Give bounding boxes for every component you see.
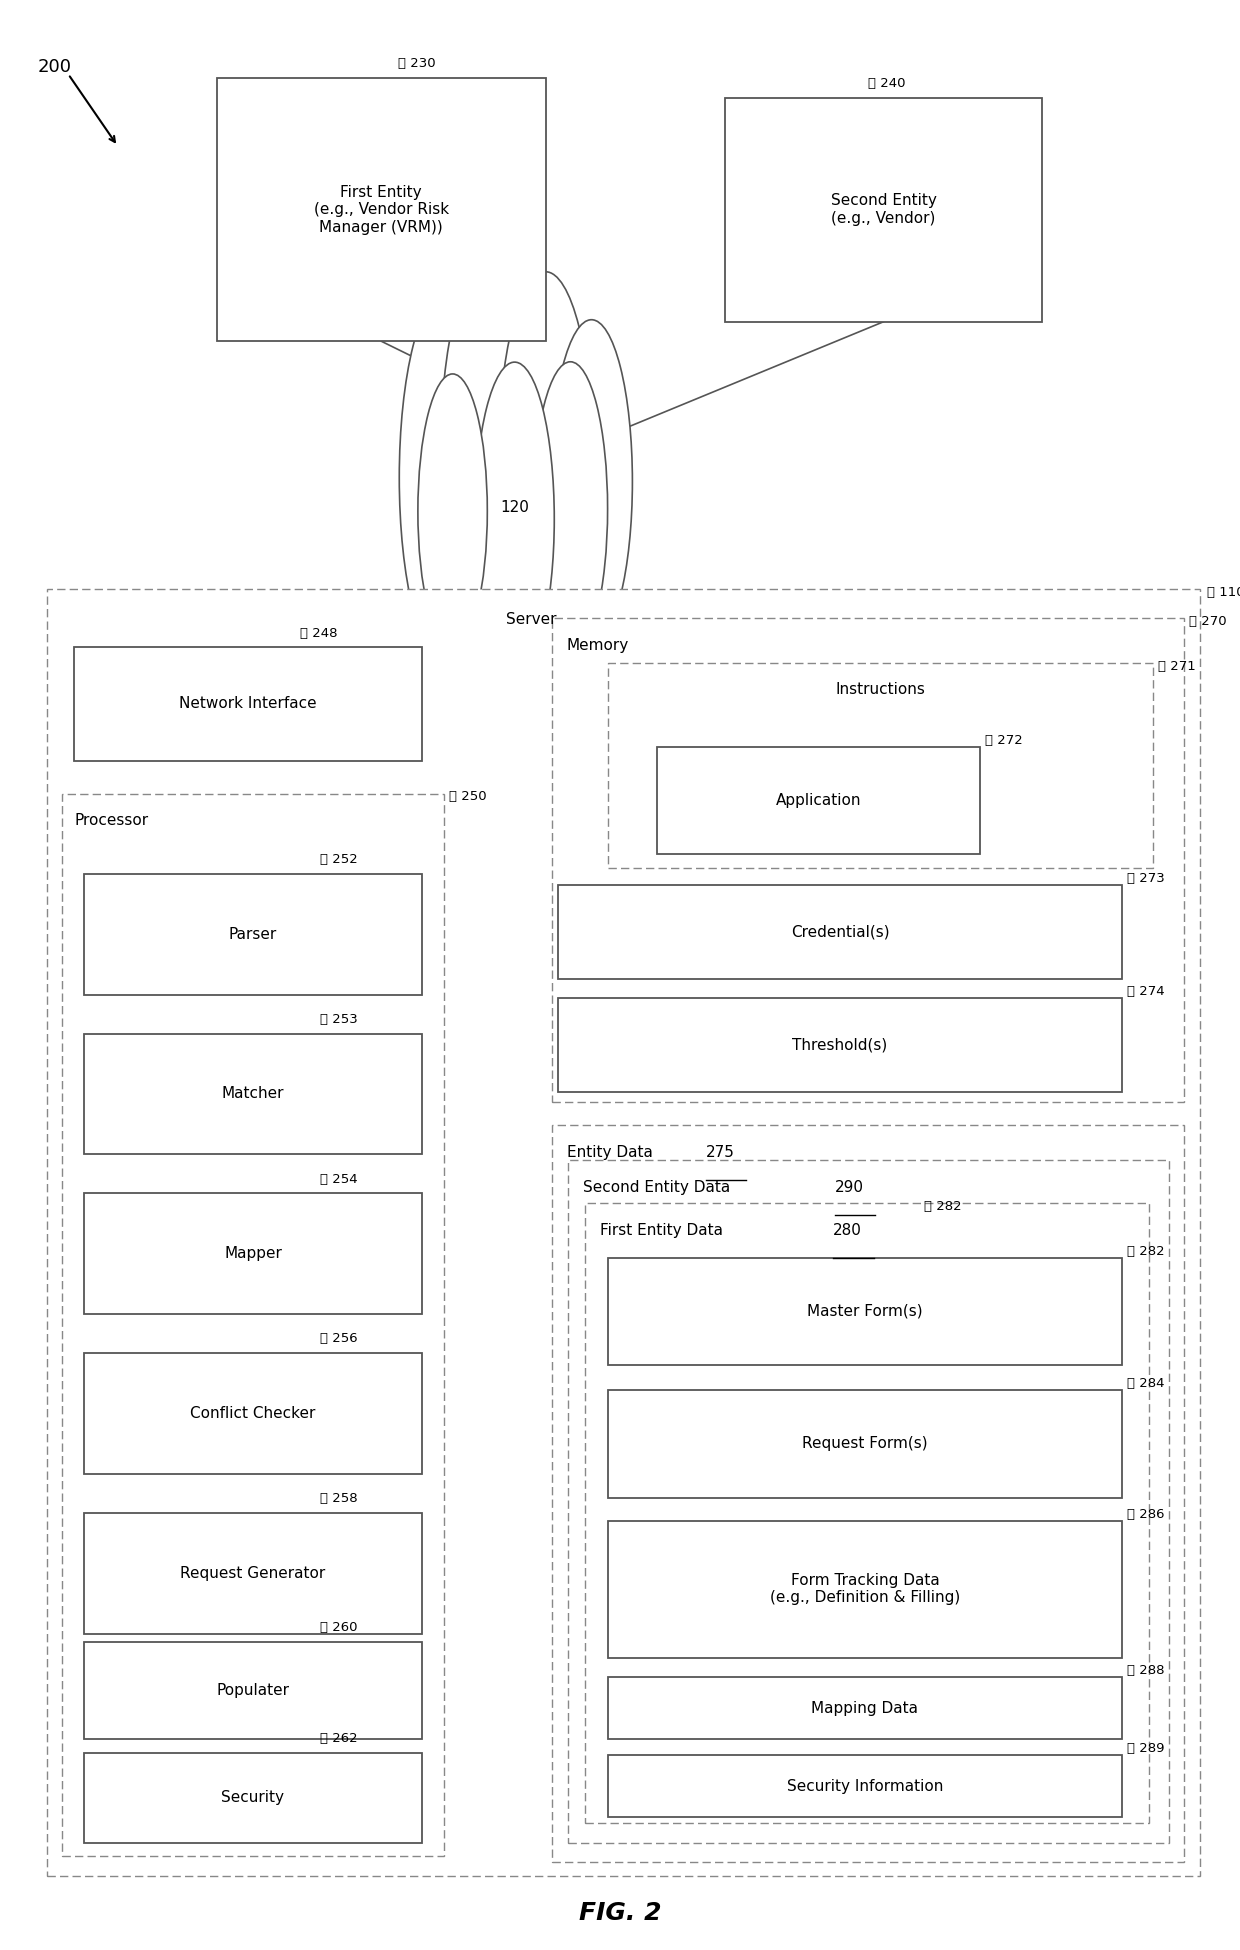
FancyBboxPatch shape [84, 1193, 422, 1314]
FancyBboxPatch shape [84, 1753, 422, 1843]
Text: Master Form(s): Master Form(s) [807, 1305, 923, 1318]
Text: FIG. 2: FIG. 2 [579, 1901, 661, 1925]
FancyBboxPatch shape [568, 1160, 1169, 1843]
FancyBboxPatch shape [657, 747, 980, 854]
Text: ⌢ 262: ⌢ 262 [320, 1732, 358, 1745]
FancyBboxPatch shape [84, 1642, 422, 1739]
Ellipse shape [440, 252, 544, 665]
Text: ⌢ 289: ⌢ 289 [1127, 1741, 1164, 1755]
Text: ⌢ 250: ⌢ 250 [449, 790, 486, 803]
Ellipse shape [533, 363, 608, 655]
Text: Conflict Checker: Conflict Checker [190, 1406, 316, 1422]
FancyBboxPatch shape [608, 1521, 1122, 1658]
Text: Security Information: Security Information [786, 1778, 944, 1794]
Ellipse shape [418, 374, 487, 649]
Text: ⌢ 252: ⌢ 252 [320, 852, 358, 866]
Text: 290: 290 [835, 1180, 863, 1195]
Text: ⌢ 248: ⌢ 248 [300, 626, 337, 640]
FancyBboxPatch shape [84, 874, 422, 994]
Text: ⌢ 274: ⌢ 274 [1127, 985, 1164, 998]
Text: ⌢ 230: ⌢ 230 [398, 57, 435, 70]
FancyBboxPatch shape [74, 647, 422, 760]
FancyBboxPatch shape [217, 78, 546, 341]
FancyBboxPatch shape [608, 1390, 1122, 1498]
Text: ⌢ 273: ⌢ 273 [1127, 872, 1164, 885]
FancyBboxPatch shape [552, 1125, 1184, 1862]
FancyBboxPatch shape [608, 1755, 1122, 1817]
Text: Populater: Populater [217, 1683, 289, 1698]
Text: ⌢ 258: ⌢ 258 [320, 1492, 358, 1505]
Text: Request Form(s): Request Form(s) [802, 1437, 928, 1451]
FancyBboxPatch shape [47, 589, 1200, 1876]
Text: 200: 200 [37, 58, 71, 76]
Text: ⌢ 254: ⌢ 254 [320, 1172, 358, 1186]
Text: Matcher: Matcher [222, 1086, 284, 1102]
FancyBboxPatch shape [84, 1513, 422, 1634]
Text: Credential(s): Credential(s) [791, 924, 889, 940]
Text: 275: 275 [706, 1145, 734, 1160]
Text: Entity Data: Entity Data [567, 1145, 657, 1160]
Text: ⌢ 282: ⌢ 282 [1127, 1244, 1164, 1258]
FancyBboxPatch shape [552, 618, 1184, 1102]
Text: Request Generator: Request Generator [180, 1566, 326, 1581]
Text: Application: Application [776, 794, 861, 807]
Text: Processor: Processor [74, 813, 149, 829]
FancyBboxPatch shape [608, 1677, 1122, 1739]
Text: Second Entity Data: Second Entity Data [583, 1180, 735, 1195]
Ellipse shape [399, 291, 494, 665]
Text: ⌢ 272: ⌢ 272 [985, 733, 1022, 747]
FancyBboxPatch shape [585, 1203, 1149, 1823]
Text: Security: Security [222, 1790, 284, 1806]
Text: ⌢ 253: ⌢ 253 [320, 1012, 358, 1026]
Text: ⌢ 282: ⌢ 282 [924, 1199, 961, 1213]
Text: ⌢ 240: ⌢ 240 [868, 76, 905, 90]
FancyBboxPatch shape [608, 1258, 1122, 1365]
Text: 120: 120 [500, 499, 529, 515]
Text: ⌢ 286: ⌢ 286 [1127, 1507, 1164, 1521]
Text: First Entity Data: First Entity Data [600, 1223, 728, 1238]
Ellipse shape [475, 363, 554, 677]
Text: First Entity
(e.g., Vendor Risk
Manager (VRM)): First Entity (e.g., Vendor Risk Manager … [314, 185, 449, 234]
Text: Mapper: Mapper [224, 1246, 281, 1262]
Text: Network Interface: Network Interface [180, 696, 316, 712]
FancyBboxPatch shape [608, 663, 1153, 868]
FancyBboxPatch shape [558, 885, 1122, 979]
Text: Form Tracking Data
(e.g., Definition & Filling): Form Tracking Data (e.g., Definition & F… [770, 1574, 960, 1605]
Text: ⌢ 270: ⌢ 270 [1189, 614, 1226, 628]
FancyBboxPatch shape [84, 1034, 422, 1154]
FancyBboxPatch shape [725, 98, 1042, 322]
FancyBboxPatch shape [62, 794, 444, 1856]
FancyBboxPatch shape [558, 998, 1122, 1092]
Text: Mapping Data: Mapping Data [811, 1700, 919, 1716]
Text: ⌢ 284: ⌢ 284 [1127, 1377, 1164, 1390]
Text: ⌢ 288: ⌢ 288 [1127, 1663, 1164, 1677]
Ellipse shape [498, 271, 593, 645]
Text: ⌢ 260: ⌢ 260 [320, 1620, 358, 1634]
FancyBboxPatch shape [84, 1353, 422, 1474]
Text: ⌢ 271: ⌢ 271 [1158, 659, 1195, 673]
Text: Server: Server [506, 612, 557, 628]
Text: ⌢ 110: ⌢ 110 [1207, 585, 1240, 599]
Text: Second Entity
(e.g., Vendor): Second Entity (e.g., Vendor) [831, 193, 936, 226]
Text: ⌢ 256: ⌢ 256 [320, 1332, 358, 1346]
Text: Instructions: Instructions [836, 682, 925, 698]
Ellipse shape [551, 320, 632, 644]
Text: Threshold(s): Threshold(s) [792, 1037, 888, 1053]
Text: Parser: Parser [229, 926, 277, 942]
Text: Memory: Memory [567, 638, 629, 653]
Text: 280: 280 [833, 1223, 862, 1238]
